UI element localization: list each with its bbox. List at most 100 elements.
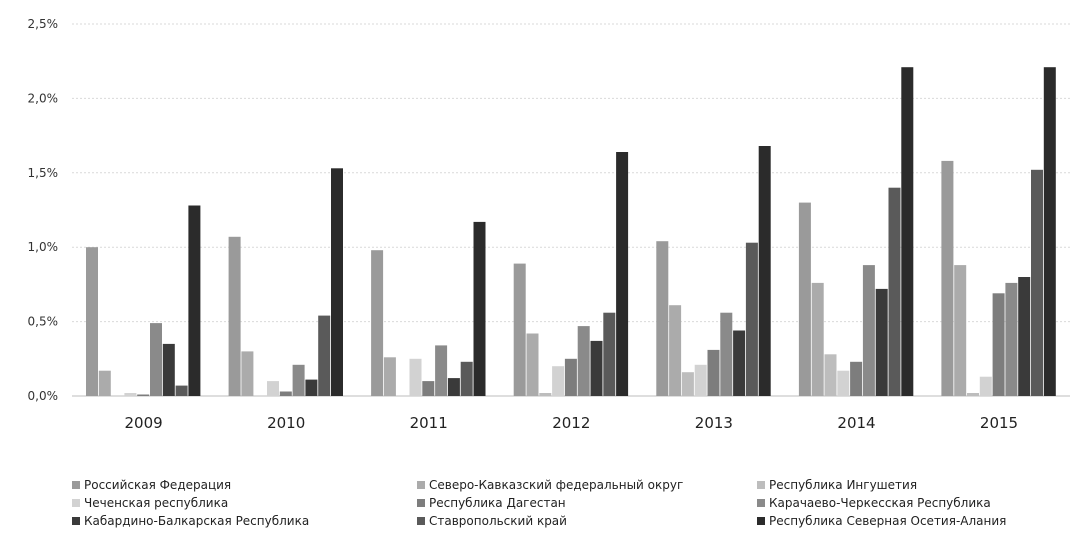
legend-item: Ставропольский край <box>417 514 567 528</box>
legend-label: Чеченская республика <box>84 496 229 510</box>
bar <box>564 358 577 396</box>
legend-swatch <box>417 499 425 507</box>
bar <box>888 187 901 396</box>
bar <box>862 265 875 396</box>
bar <box>1043 67 1056 396</box>
bar <box>86 247 98 396</box>
bar <box>798 202 811 396</box>
bar <box>941 160 954 396</box>
bar <box>409 358 422 396</box>
bar <box>150 323 162 396</box>
bar <box>850 361 863 396</box>
legend-label: Северо-Кавказский федеральный округ <box>429 478 684 492</box>
bar <box>603 312 616 396</box>
bar <box>720 312 733 396</box>
bar <box>979 376 992 396</box>
bar <box>98 370 111 396</box>
legend-swatch <box>757 517 765 525</box>
y-tick-label: 2,5% <box>28 17 59 31</box>
x-tick-label: 2012 <box>552 414 590 432</box>
y-tick-label: 0,5% <box>28 315 59 329</box>
bar <box>694 364 707 396</box>
bar <box>967 393 979 396</box>
bar <box>188 205 201 396</box>
bar <box>447 378 460 396</box>
legend-swatch <box>757 481 765 489</box>
bar <box>460 361 473 396</box>
bar <box>1018 277 1031 396</box>
x-tick-label: 2011 <box>410 414 448 432</box>
y-tick-label: 1,5% <box>28 166 59 180</box>
bar <box>552 366 565 396</box>
bar <box>422 381 435 396</box>
bar <box>383 357 396 396</box>
legend-label: Кабардино-Балкарская Республика <box>84 514 310 528</box>
bar <box>1005 282 1018 396</box>
y-axis-ticks: 0,0% 0,5% 1,0% 1,5% 2,0% 2,5% <box>28 17 59 403</box>
legend-label: Республика Дагестан <box>429 496 566 510</box>
bar <box>124 393 137 396</box>
legend-label: Республика Северная Осетия-Алания <box>769 514 1007 528</box>
legend-swatch <box>72 517 80 525</box>
bar <box>241 351 254 396</box>
bar <box>954 265 967 396</box>
y-tick-label: 2,0% <box>28 91 59 105</box>
bar <box>992 293 1005 396</box>
bar <box>1031 169 1043 396</box>
x-tick-label: 2009 <box>125 414 163 432</box>
bar <box>292 364 305 396</box>
bar <box>681 372 694 396</box>
x-tick-label: 2014 <box>837 414 875 432</box>
bars <box>86 67 1056 396</box>
x-axis-ticks: 2009 2010 2011 2012 2013 2014 2015 <box>125 414 1019 432</box>
bar <box>656 241 669 396</box>
bar <box>513 263 526 396</box>
legend-label: Российская Федерация <box>84 478 232 492</box>
bar <box>745 242 758 396</box>
legend-item: Северо-Кавказский федеральный округ <box>417 478 683 492</box>
legend-item: Чеченская республика <box>72 496 228 510</box>
bar <box>228 236 241 396</box>
bar <box>669 305 682 396</box>
bar <box>435 345 448 396</box>
bar <box>175 385 188 396</box>
legend-label: Республика Ингушетия <box>769 478 918 492</box>
bar <box>473 221 486 396</box>
legend-swatch <box>72 481 80 489</box>
legend-item: Республика Дагестан <box>417 496 566 510</box>
legend-item: Карачаево-Черкесская Республика <box>757 496 991 510</box>
bar <box>539 393 552 396</box>
bar <box>267 381 279 396</box>
legend-swatch <box>757 499 765 507</box>
legend-swatch <box>72 499 80 507</box>
bar <box>279 391 292 396</box>
legend-label: Карачаево-Черкесская Республика <box>769 496 991 510</box>
legend-item: Республика Северная Осетия-Алания <box>757 514 1006 528</box>
bar <box>137 394 150 396</box>
x-tick-label: 2013 <box>695 414 733 432</box>
y-tick-label: 1,0% <box>28 240 59 254</box>
legend-swatch <box>417 517 425 525</box>
bar <box>733 330 746 396</box>
bar <box>824 354 837 396</box>
legend-item: Республика Ингушетия <box>757 478 917 492</box>
bar <box>371 250 384 396</box>
bar <box>837 370 850 396</box>
x-tick-label: 2015 <box>980 414 1018 432</box>
bar <box>577 326 590 396</box>
legend-item: Российская Федерация <box>72 478 231 492</box>
bar <box>331 168 343 396</box>
x-tick-label: 2010 <box>267 414 305 432</box>
bar <box>318 315 331 396</box>
bar <box>875 288 888 396</box>
bar <box>305 379 318 396</box>
bar <box>162 343 175 396</box>
bar <box>590 340 603 396</box>
legend-item: Кабардино-Балкарская Республика <box>72 514 309 528</box>
gridlines <box>72 23 1070 397</box>
bar <box>758 146 771 396</box>
bar <box>526 333 539 396</box>
bar <box>707 349 720 396</box>
legend-label: Ставропольский край <box>429 514 567 528</box>
